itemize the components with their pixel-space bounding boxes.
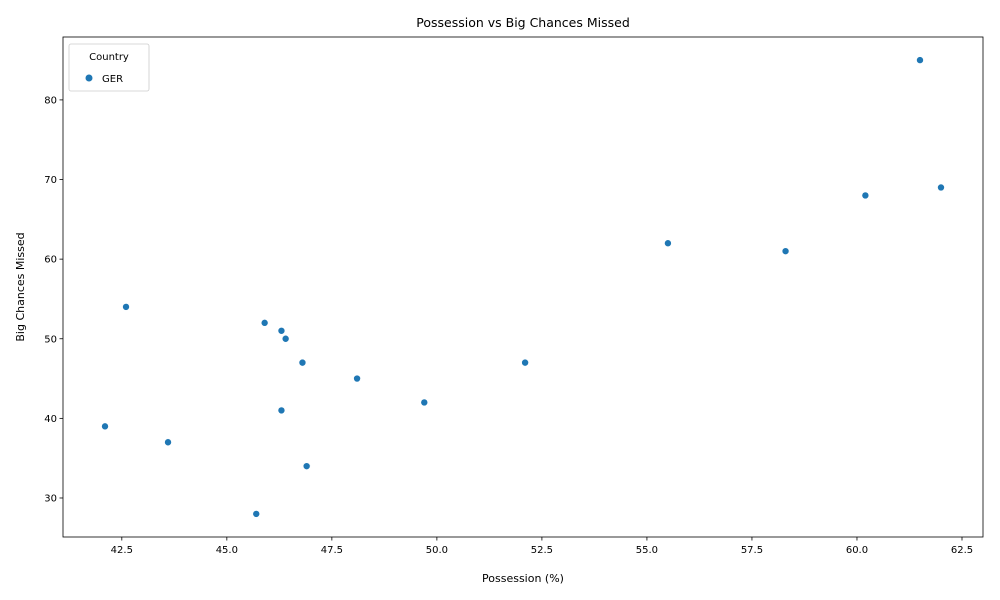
data-point — [861, 191, 870, 200]
data-point — [260, 319, 269, 327]
data-point — [122, 303, 130, 311]
data-point — [277, 406, 286, 415]
data-points — [101, 56, 945, 518]
legend-marker — [85, 74, 93, 82]
x-tick-label: 45.0 — [216, 545, 238, 556]
x-axis: 42.5 45.0 47.5 50.0 52.5 55.0 57.5 60.0 62.5 — [111, 537, 973, 556]
y-tick-label: 40 — [44, 414, 57, 425]
x-tick-label: 47.5 — [321, 545, 343, 556]
y-tick-label: 70 — [44, 175, 57, 186]
data-point — [353, 374, 361, 383]
x-tick-label: 57.5 — [741, 545, 763, 556]
chart-title: Possession vs Big Chances Missed — [416, 15, 630, 30]
data-point — [164, 438, 172, 447]
x-tick-label: 62.5 — [951, 545, 973, 556]
legend: Country GER — [68, 43, 150, 92]
x-tick-label: 52.5 — [531, 545, 553, 556]
data-point — [420, 398, 429, 407]
y-tick-label: 50 — [44, 334, 57, 345]
data-point — [252, 510, 261, 518]
y-axis: 30 40 50 60 70 80 — [44, 95, 63, 504]
x-axis-label: Possession (%) — [482, 572, 564, 585]
y-tick-label: 30 — [44, 493, 57, 504]
data-point — [937, 183, 945, 192]
data-point — [781, 247, 790, 255]
data-point — [664, 239, 672, 248]
plot-area — [63, 37, 983, 537]
x-tick-label: 60.0 — [846, 545, 868, 556]
data-point — [916, 56, 924, 64]
data-point — [521, 358, 529, 367]
data-point — [298, 358, 307, 367]
x-tick-label: 50.0 — [426, 545, 448, 556]
data-point — [302, 462, 311, 470]
y-tick-label: 80 — [44, 95, 57, 106]
data-point — [277, 326, 286, 335]
data-point — [281, 334, 290, 343]
y-axis-label: Big Chances Missed — [14, 232, 27, 341]
legend-title: Country — [89, 52, 129, 63]
plot-frame — [62, 36, 984, 538]
legend-series-label: GER — [102, 74, 123, 85]
x-tick-label: 42.5 — [111, 545, 133, 556]
x-tick-label: 55.0 — [636, 545, 658, 556]
data-point — [101, 422, 109, 431]
y-tick-label: 60 — [44, 255, 57, 266]
